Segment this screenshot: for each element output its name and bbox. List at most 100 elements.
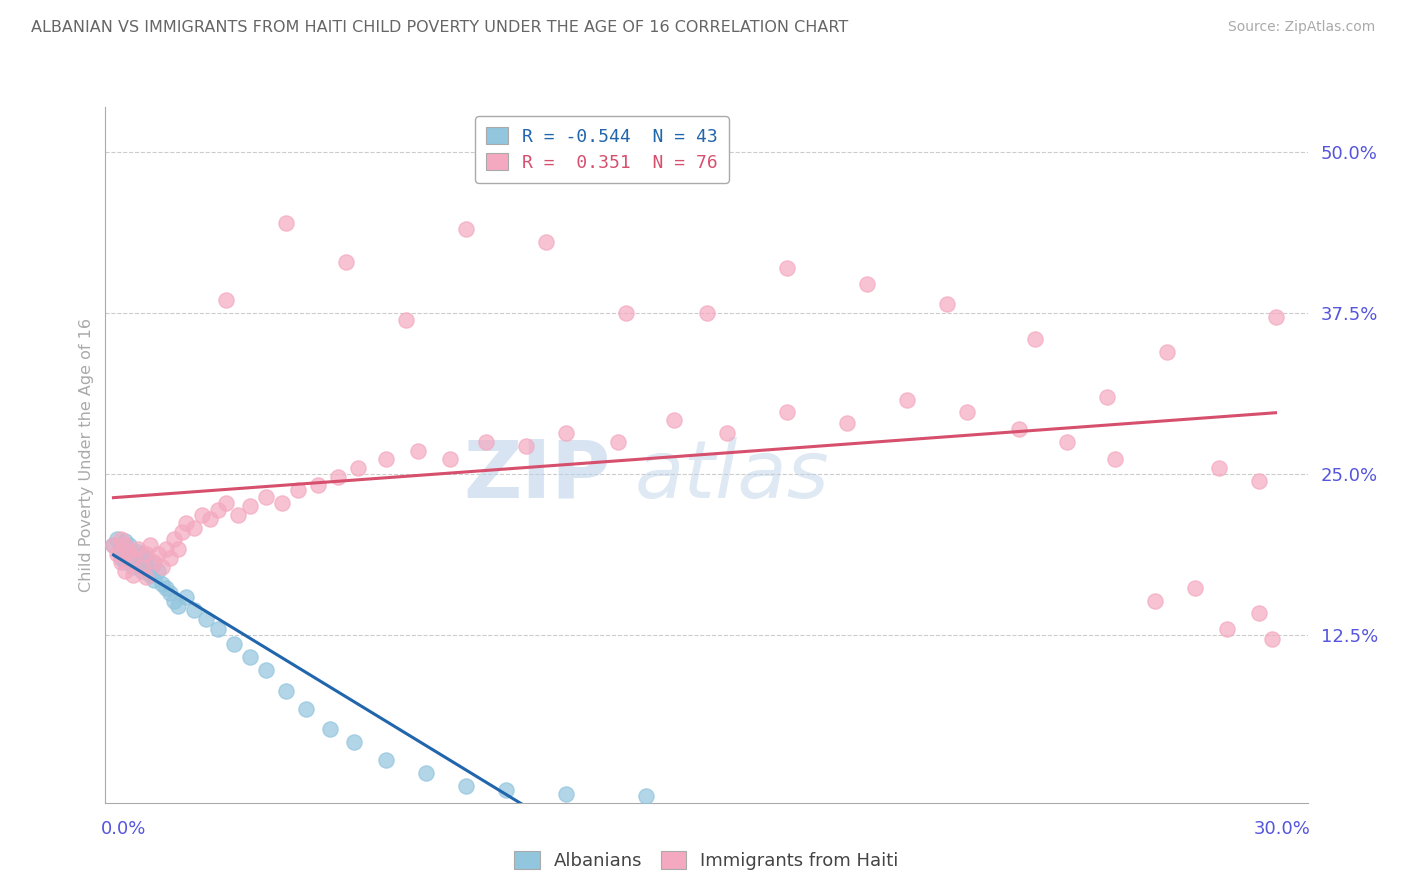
Text: ZIP: ZIP	[463, 437, 610, 515]
Point	[118, 544, 141, 558]
Point	[776, 405, 799, 419]
Point	[347, 460, 370, 475]
Point	[274, 683, 297, 698]
Point	[1249, 474, 1271, 488]
Point	[406, 444, 429, 458]
Point	[114, 555, 136, 569]
Point	[555, 425, 578, 440]
Point	[319, 723, 342, 737]
Point	[326, 470, 349, 484]
Text: 0.0%: 0.0%	[101, 820, 146, 838]
Point	[142, 573, 165, 587]
Point	[103, 538, 125, 552]
Point	[270, 495, 292, 509]
Point	[122, 551, 145, 566]
Point	[776, 261, 799, 276]
Point	[142, 558, 165, 572]
Point	[122, 560, 145, 574]
Point	[122, 567, 145, 582]
Point	[664, 413, 686, 427]
Point	[118, 538, 141, 552]
Point	[162, 532, 184, 546]
Point	[150, 576, 173, 591]
Point	[166, 541, 188, 556]
Point	[1024, 332, 1046, 346]
Point	[110, 551, 132, 566]
Point	[254, 663, 277, 677]
Point	[155, 581, 177, 595]
Point	[135, 570, 157, 584]
Point	[616, 306, 638, 320]
Point	[110, 555, 132, 569]
Point	[1216, 622, 1239, 636]
Text: Source: ZipAtlas.com: Source: ZipAtlas.com	[1227, 20, 1375, 34]
Point	[174, 590, 197, 604]
Point	[636, 789, 658, 804]
Point	[295, 702, 318, 716]
Point	[239, 650, 262, 665]
Point	[103, 538, 125, 552]
Text: ALBANIAN VS IMMIGRANTS FROM HAITI CHILD POVERTY UNDER THE AGE OF 16 CORRELATION : ALBANIAN VS IMMIGRANTS FROM HAITI CHILD …	[31, 20, 848, 35]
Point	[214, 495, 236, 509]
Point	[135, 547, 157, 561]
Point	[475, 435, 498, 450]
Point	[183, 602, 205, 616]
Point	[1260, 632, 1282, 647]
Point	[1144, 593, 1167, 607]
Point	[118, 547, 141, 561]
Text: atlas: atlas	[634, 437, 830, 515]
Point	[166, 599, 188, 613]
Point	[131, 547, 153, 561]
Point	[131, 560, 153, 574]
Point	[194, 611, 217, 625]
Point	[374, 451, 398, 466]
Point	[1156, 344, 1178, 359]
Point	[135, 560, 157, 574]
Point	[135, 551, 157, 566]
Point	[207, 622, 229, 636]
Point	[114, 534, 136, 549]
Point	[226, 508, 249, 523]
Point	[374, 753, 398, 767]
Legend: Albanians, Immigrants from Haiti: Albanians, Immigrants from Haiti	[508, 844, 905, 877]
Point	[146, 547, 169, 561]
Point	[114, 544, 136, 558]
Point	[1264, 310, 1286, 324]
Point	[1249, 607, 1271, 621]
Point	[138, 538, 160, 552]
Point	[716, 425, 738, 440]
Point	[515, 439, 537, 453]
Point	[114, 564, 136, 578]
Point	[439, 451, 461, 466]
Point	[287, 483, 309, 497]
Point	[159, 586, 181, 600]
Y-axis label: Child Poverty Under the Age of 16: Child Poverty Under the Age of 16	[79, 318, 94, 592]
Point	[395, 312, 418, 326]
Point	[155, 541, 177, 556]
Point	[122, 551, 145, 566]
Point	[146, 564, 169, 578]
Point	[1184, 581, 1206, 595]
Point	[1208, 460, 1230, 475]
Point	[107, 547, 129, 561]
Point	[110, 532, 132, 546]
Point	[855, 277, 877, 291]
Point	[138, 567, 160, 582]
Point	[495, 783, 517, 797]
Point	[1097, 390, 1119, 404]
Point	[214, 293, 236, 308]
Point	[127, 544, 149, 558]
Point	[222, 637, 245, 651]
Point	[170, 525, 193, 540]
Point	[896, 392, 918, 407]
Point	[335, 254, 357, 268]
Point	[198, 512, 221, 526]
Point	[142, 555, 165, 569]
Point	[307, 477, 329, 491]
Point	[835, 416, 858, 430]
Point	[343, 735, 366, 749]
Point	[207, 503, 229, 517]
Point	[150, 560, 173, 574]
Point	[555, 787, 578, 801]
Point	[534, 235, 557, 250]
